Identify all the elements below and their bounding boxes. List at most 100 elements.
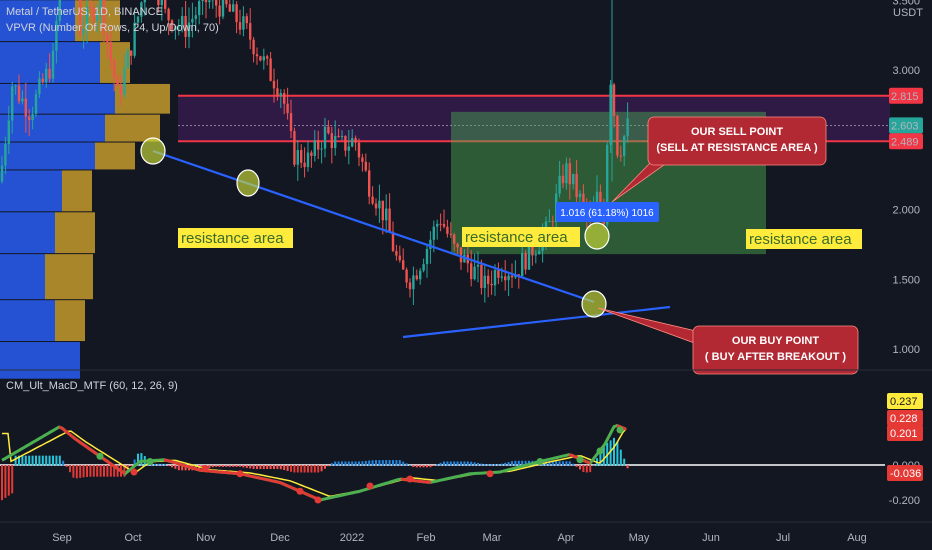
time-tick: 2022 [340, 532, 364, 544]
candle-body [340, 136, 344, 138]
macd-histogram-bar [524, 460, 527, 466]
time-tick: Nov [196, 532, 216, 544]
candle-body [4, 144, 7, 166]
macd-line-down-segment [121, 470, 126, 475]
macd-line-down-segment [289, 485, 294, 490]
macd-histogram-bar [137, 453, 139, 466]
overlays-layer: resistance area resistance area resistance… [140, 116, 862, 375]
candle-body [303, 162, 306, 168]
macd-histogram-bar [245, 465, 248, 468]
candle-body [623, 136, 626, 157]
macd-line-down-segment [79, 441, 84, 446]
vpvr-indicator-label[interactable]: VPVR (Number Of Rows, 24, Up/Down, 70) [6, 22, 219, 34]
macd-line-down-segment [109, 462, 114, 467]
candle-body [113, 59, 116, 79]
candle-body [385, 208, 388, 221]
macd-histogram-bar [507, 462, 510, 466]
macd-histogram-bar [589, 465, 592, 473]
candle-body [143, 0, 146, 3]
macd-histogram-bar [18, 455, 20, 466]
candle-body [79, 0, 82, 35]
candle-body [334, 135, 337, 149]
macd-histogram-bar [130, 465, 133, 466]
macd-line-down-segment [277, 480, 282, 485]
vpvr-up-bar [0, 212, 55, 254]
macd-histogram-bar [446, 461, 449, 466]
macd-histogram-bar [626, 465, 629, 469]
macd-line-down-segment [58, 425, 63, 430]
macd-histogram-bar [307, 465, 309, 473]
macd-histogram-bar [477, 462, 479, 466]
candle-body [364, 161, 367, 171]
macd-line-down-segment [184, 464, 189, 469]
macd-line-down-segment [106, 459, 111, 465]
measure-label-box [556, 202, 659, 222]
candle-body [599, 191, 602, 205]
macd-histogram-bar [511, 461, 513, 466]
macd-indicator-label[interactable]: CM_Ult_MacD_MTF (60, 12, 26, 9) [6, 380, 178, 392]
time-tick: Dec [270, 532, 290, 544]
price-axis: 1.0001.5002.0002.5003.0003.5004.0004.500… [889, 0, 923, 356]
macd-histogram-bar [344, 461, 347, 466]
macd-line-down-segment [61, 426, 66, 432]
macd-line-down-segment [175, 461, 180, 466]
macd-histogram-bar [96, 465, 99, 477]
candle-body [255, 54, 259, 57]
time-tick: Jun [702, 532, 720, 544]
candle-body [510, 275, 514, 278]
candle-body [82, 28, 85, 35]
macd-histogram-bar [317, 465, 320, 473]
macd-histogram-bar [558, 461, 561, 466]
sell-callout-text: OUR SELL POINT [691, 126, 783, 138]
candle-body [130, 50, 133, 56]
candle-body [500, 276, 503, 278]
macd-histogram-bar [402, 461, 405, 466]
time-tick: Apr [557, 532, 574, 544]
macd-line-down-segment [586, 460, 591, 465]
cross-dot [406, 475, 414, 483]
macd-line-down-segment [310, 494, 315, 499]
macd-histogram-bar [337, 461, 340, 466]
candle-body [425, 248, 429, 265]
macd-histogram-bar [154, 463, 156, 466]
macd-value-box [887, 425, 923, 441]
macd-histogram-bar [276, 465, 279, 469]
candle-body [215, 0, 218, 6]
macd-line-down-segment [70, 434, 75, 440]
candle-body [235, 4, 238, 23]
macd-histogram-bar [86, 465, 88, 477]
symbol-title[interactable]: Metal / TetherUS, 1D, BINANCE [6, 6, 163, 18]
macd-histogram-bar [269, 465, 272, 469]
macd-value-box [887, 410, 923, 426]
ascending-trendline [402, 305, 671, 339]
candle-body [14, 85, 17, 87]
candle-body [490, 283, 493, 286]
macd-histogram-bar [623, 458, 626, 466]
candle-body [606, 144, 609, 225]
candle-body [7, 120, 10, 145]
resistance-label-box [178, 228, 293, 248]
macd-histogram-bar [184, 465, 187, 471]
macd-histogram-bar [222, 465, 224, 467]
candle-body [412, 275, 415, 290]
candle-body [45, 68, 48, 83]
time-tick: Feb [417, 532, 436, 544]
macd-line-down-segment [622, 426, 627, 431]
highlight-circle [236, 169, 260, 197]
macd-histogram-bar [123, 465, 126, 477]
candle-body [572, 173, 575, 185]
macd-line-down-segment [118, 468, 123, 473]
candle-body [201, 0, 204, 2]
candle-body [480, 264, 483, 289]
candle-body [242, 16, 245, 30]
macd-histogram-bar [548, 461, 551, 466]
candle-body [306, 152, 310, 168]
macd-histogram-bar [504, 462, 507, 466]
candle-body [538, 250, 541, 255]
macd-histogram-bar [378, 460, 381, 466]
candle-body [109, 41, 112, 60]
macd-histogram-bar [38, 455, 41, 466]
time-tick: May [629, 532, 650, 544]
candle-body [58, 0, 61, 21]
